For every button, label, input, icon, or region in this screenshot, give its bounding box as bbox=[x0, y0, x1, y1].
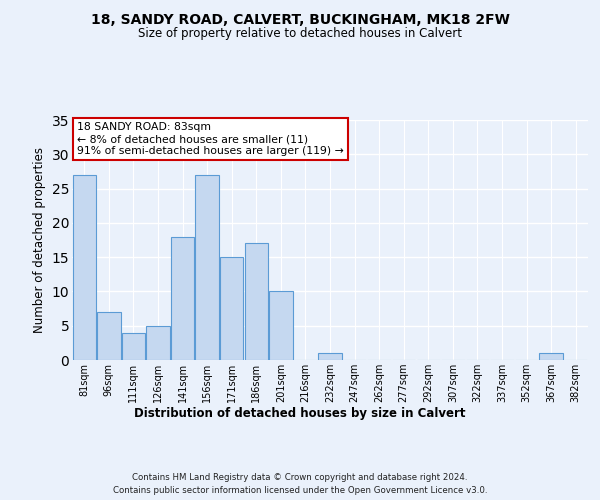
Bar bbox=[319, 353, 341, 360]
Bar bbox=[220, 257, 244, 360]
Bar bbox=[196, 175, 219, 360]
Bar bbox=[539, 353, 563, 360]
Text: Size of property relative to detached houses in Calvert: Size of property relative to detached ho… bbox=[138, 28, 462, 40]
Bar bbox=[146, 326, 170, 360]
Bar bbox=[171, 236, 194, 360]
Text: Contains HM Land Registry data © Crown copyright and database right 2024.: Contains HM Land Registry data © Crown c… bbox=[132, 472, 468, 482]
Text: 18 SANDY ROAD: 83sqm
← 8% of detached houses are smaller (11)
91% of semi-detach: 18 SANDY ROAD: 83sqm ← 8% of detached ho… bbox=[77, 122, 344, 156]
Text: 18, SANDY ROAD, CALVERT, BUCKINGHAM, MK18 2FW: 18, SANDY ROAD, CALVERT, BUCKINGHAM, MK1… bbox=[91, 12, 509, 26]
Bar bbox=[97, 312, 121, 360]
Text: Contains public sector information licensed under the Open Government Licence v3: Contains public sector information licen… bbox=[113, 486, 487, 495]
Bar bbox=[73, 175, 96, 360]
Text: Distribution of detached houses by size in Calvert: Distribution of detached houses by size … bbox=[134, 408, 466, 420]
Y-axis label: Number of detached properties: Number of detached properties bbox=[33, 147, 46, 333]
Bar bbox=[269, 292, 293, 360]
Bar bbox=[122, 332, 145, 360]
Bar bbox=[245, 244, 268, 360]
